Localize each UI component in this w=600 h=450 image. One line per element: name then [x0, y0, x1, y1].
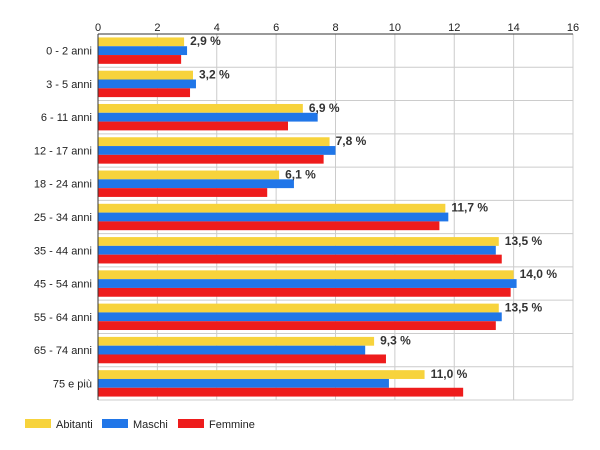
data-labels: 2,9 % 3,2 % 6,9 % 7,8 % 6,1 % 11,7 % 13,5 % 14,… — [190, 34, 557, 381]
y-tick-label: 35 - 44 anni — [34, 245, 92, 257]
x-tick-label: 14 — [508, 22, 520, 34]
data-label: 13,5 % — [505, 300, 543, 314]
bar-femmine — [98, 321, 496, 331]
bar-femmine — [98, 354, 386, 364]
axes: 0 2 4 6 8 10 12 14 16 0 - 2 anni 3 - 5 anni 6 - 11 … — [34, 22, 579, 400]
bar-femmine — [98, 188, 268, 197]
bar-abitanti — [98, 303, 499, 313]
data-label: 7,8 % — [336, 134, 367, 148]
bar-maschi — [98, 79, 196, 89]
legend-label-femmine: Femmine — [209, 419, 255, 431]
bar-maschi — [98, 46, 188, 56]
bar-femmine — [98, 121, 288, 131]
bar-maschi — [98, 179, 294, 189]
y-tick-label: 3 - 5 anni — [46, 79, 92, 91]
data-label: 9,3 % — [380, 334, 411, 348]
bar-maschi — [98, 279, 517, 288]
bar-abitanti — [98, 336, 375, 346]
legend-swatch-femmine — [178, 419, 204, 428]
bar-abitanti — [98, 70, 193, 80]
x-tick-label: 12 — [448, 22, 460, 34]
bar-femmine — [98, 287, 511, 297]
y-tick-label: 6 - 11 anni — [41, 112, 92, 124]
y-tick-label: 25 - 34 anni — [34, 212, 92, 224]
y-tick-label: 45 - 54 anni — [34, 279, 92, 291]
data-label: 2,9 % — [190, 34, 221, 48]
x-tick-label: 4 — [214, 22, 220, 34]
bars — [98, 37, 517, 397]
data-label: 11,0 % — [431, 367, 468, 381]
x-tick-label: 8 — [332, 22, 338, 34]
bar-femmine — [98, 387, 464, 397]
bar-abitanti — [98, 170, 280, 180]
bar-femmine — [98, 55, 182, 64]
y-tick-label: 65 - 74 anni — [34, 345, 92, 357]
bar-femmine — [98, 88, 191, 98]
bar-abitanti — [98, 37, 185, 47]
bar-maschi — [98, 112, 318, 122]
x-tick-label: 10 — [389, 22, 401, 34]
data-label: 13,5 % — [505, 234, 543, 248]
legend: Abitanti Maschi Femmine — [25, 419, 255, 431]
legend-label-abitanti: Abitanti — [56, 419, 93, 431]
y-tick-label: 12 - 17 anni — [34, 145, 92, 157]
bar-maschi — [98, 378, 389, 388]
bar-maschi — [98, 345, 366, 355]
bar-abitanti — [98, 137, 330, 147]
bar-abitanti — [98, 103, 303, 113]
data-label: 6,9 % — [309, 101, 340, 115]
grid-lines — [97, 33, 574, 401]
bar-maschi — [98, 312, 502, 322]
bar-maschi — [98, 146, 336, 155]
bar-abitanti — [98, 203, 446, 213]
y-tick-label: 0 - 2 anni — [46, 46, 92, 58]
bar-femmine — [98, 154, 324, 164]
data-label: 11,7 % — [451, 201, 488, 215]
y-tick-label: 75 e più — [53, 378, 92, 390]
legend-swatch-abitanti — [25, 419, 51, 428]
bar-abitanti — [98, 270, 514, 280]
x-tick-label: 2 — [154, 22, 160, 34]
y-tick-label: 18 - 24 anni — [34, 179, 92, 191]
x-tick-label: 16 — [567, 22, 579, 34]
data-label: 14,0 % — [520, 267, 558, 281]
data-label: 3,2 % — [199, 68, 230, 82]
data-label: 6,1 % — [285, 167, 316, 181]
bar-abitanti — [98, 237, 499, 246]
x-tick-label: 0 — [95, 22, 101, 34]
bar-femmine — [98, 254, 502, 264]
x-tick-label: 6 — [273, 22, 279, 34]
bar-abitanti — [98, 370, 425, 379]
bar-maschi — [98, 212, 449, 222]
bar-femmine — [98, 221, 440, 231]
legend-swatch-maschi — [102, 419, 128, 428]
legend-label-maschi: Maschi — [133, 419, 168, 431]
bar-maschi — [98, 245, 496, 255]
y-tick-label: 55 - 64 anni — [34, 312, 92, 324]
